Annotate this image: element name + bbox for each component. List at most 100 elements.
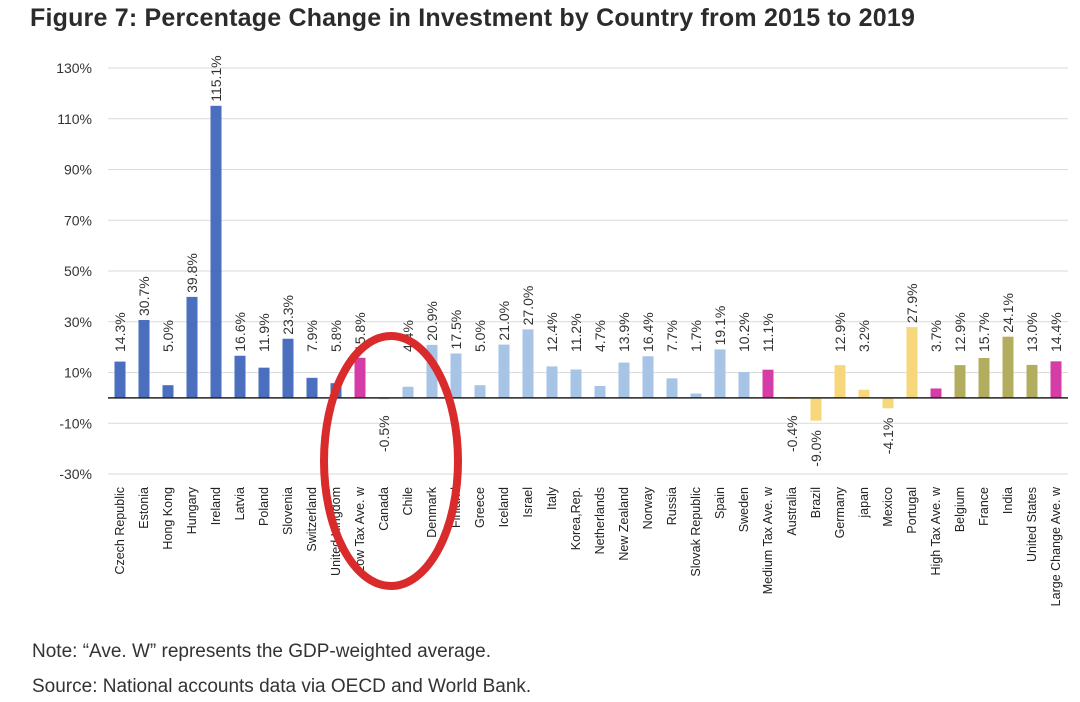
category-label: Italy xyxy=(545,486,559,510)
bar-france xyxy=(978,358,990,398)
bar-czech-republic xyxy=(114,361,126,398)
bar-japan xyxy=(858,389,870,398)
bar-slovak-republic xyxy=(690,393,702,398)
category-label: Iceland xyxy=(497,487,511,527)
data-label: 7.7% xyxy=(664,320,680,352)
source-text: Source: National accounts data via OECD … xyxy=(32,676,532,697)
data-label: -9.0% xyxy=(808,430,824,467)
bar-norway xyxy=(642,356,654,398)
bar-spain xyxy=(714,349,726,398)
bar-ireland xyxy=(210,105,222,398)
data-label: 12.9% xyxy=(832,312,848,352)
data-label: -0.5% xyxy=(376,415,392,452)
bar-germany xyxy=(834,365,846,398)
y-tick-label: 110% xyxy=(57,111,92,127)
bar-new-zealand xyxy=(618,362,630,398)
bar-switzerland xyxy=(306,377,318,398)
bar-italy xyxy=(546,366,558,398)
y-tick-label: 30% xyxy=(64,314,92,330)
data-label: -4.1% xyxy=(880,418,896,455)
data-label: 30.7% xyxy=(136,276,152,316)
category-label: Norway xyxy=(641,486,655,529)
bar-finland xyxy=(450,353,462,398)
bar-low-tax-ave-w xyxy=(354,357,366,398)
category-label: Switzerland xyxy=(305,487,319,552)
data-label: 21.0% xyxy=(496,301,512,341)
data-labels: 14.3% 30.7% 5.0% 39.8% 115.1% 16.6% 11.9% 23.3%… xyxy=(112,55,1064,466)
y-tick-label: 10% xyxy=(64,365,92,381)
data-label: 17.5% xyxy=(448,310,464,350)
category-label: Slovenia xyxy=(281,487,295,535)
category-label: Portugal xyxy=(905,487,919,534)
category-label: United States xyxy=(1025,487,1039,562)
category-label: Slovak Republic xyxy=(689,487,703,577)
bar-denmark xyxy=(426,344,438,398)
bar-mexico xyxy=(882,397,894,409)
note-text: Note: “Ave. W” represents the GDP-weight… xyxy=(32,641,492,662)
category-label: Netherlands xyxy=(593,487,607,554)
bars xyxy=(114,105,1062,421)
y-tick-label: 130% xyxy=(56,60,92,76)
data-label: 15.7% xyxy=(976,312,992,352)
bar-india xyxy=(1002,336,1014,398)
category-label: Poland xyxy=(257,487,271,526)
category-label: Israel xyxy=(521,487,535,518)
category-label: Czech Republic xyxy=(113,487,127,575)
data-label: 14.4% xyxy=(1048,312,1064,352)
category-label: Hungary xyxy=(185,486,199,534)
data-label: 11.2% xyxy=(568,313,584,352)
category-label: Russia xyxy=(665,487,679,525)
gridlines xyxy=(108,67,1068,475)
data-label: 5.0% xyxy=(472,320,488,352)
data-label: 115.1% xyxy=(208,55,224,101)
category-label: India xyxy=(1001,487,1015,514)
bar-chile xyxy=(402,386,414,398)
bar-hong-kong xyxy=(162,385,174,398)
data-label: 13.9% xyxy=(616,312,632,352)
category-label: Chile xyxy=(401,487,415,516)
chart-title: Figure 7: Percentage Change in Investmen… xyxy=(30,4,916,32)
category-label: Sweden xyxy=(737,487,751,532)
data-label: 3.7% xyxy=(928,320,944,352)
annotation-circle xyxy=(320,332,462,590)
category-label: Australia xyxy=(785,487,799,536)
category-label: Greece xyxy=(473,487,487,528)
data-label: 19.1% xyxy=(712,306,728,346)
category-label: Mexico xyxy=(881,487,895,527)
bar-greece xyxy=(474,385,486,398)
bar-israel xyxy=(522,329,534,398)
category-label: Canada xyxy=(377,487,391,531)
category-label: New Zealand xyxy=(617,487,631,561)
bar-korea-rep- xyxy=(570,369,582,398)
category-label: Denmark xyxy=(425,486,439,537)
data-label: 13.0% xyxy=(1024,312,1040,352)
data-label: 14.3% xyxy=(112,312,128,352)
data-label: 27.0% xyxy=(520,286,536,326)
bar-united-states xyxy=(1026,364,1038,398)
bar-belgium xyxy=(954,365,966,398)
bar-poland xyxy=(258,367,270,398)
category-label: Medium Tax Ave. w xyxy=(761,486,775,594)
data-label: 11.9% xyxy=(256,313,272,352)
data-label: 16.6% xyxy=(232,312,248,352)
y-tick-label: 90% xyxy=(64,162,92,178)
data-label: 24.1% xyxy=(1000,293,1016,333)
category-label: France xyxy=(977,487,991,526)
category-label: Latvia xyxy=(233,487,247,520)
bar-estonia xyxy=(138,319,150,398)
bar-chart: -30% -10% 10% 30% 50% 70% 90% 110% 130% 14.3% 30.… xyxy=(56,55,1068,606)
bar-sweden xyxy=(738,371,750,398)
category-label: High Tax Ave. w xyxy=(929,486,943,575)
y-axis-ticks: -30% -10% 10% 30% 50% 70% 90% 110% 130% xyxy=(56,60,92,482)
data-label: 39.8% xyxy=(184,253,200,293)
data-label: 1.7% xyxy=(688,320,704,352)
bar-brazil xyxy=(810,397,822,421)
data-label: 11.1% xyxy=(760,313,776,352)
category-label: Belgium xyxy=(953,487,967,532)
data-label: 12.9% xyxy=(952,312,968,352)
bar-large-change-ave-w xyxy=(1050,361,1062,398)
bar-portugal xyxy=(906,327,918,398)
bar-russia xyxy=(666,378,678,398)
bar-netherlands xyxy=(594,385,606,398)
data-label: 23.3% xyxy=(280,295,296,335)
